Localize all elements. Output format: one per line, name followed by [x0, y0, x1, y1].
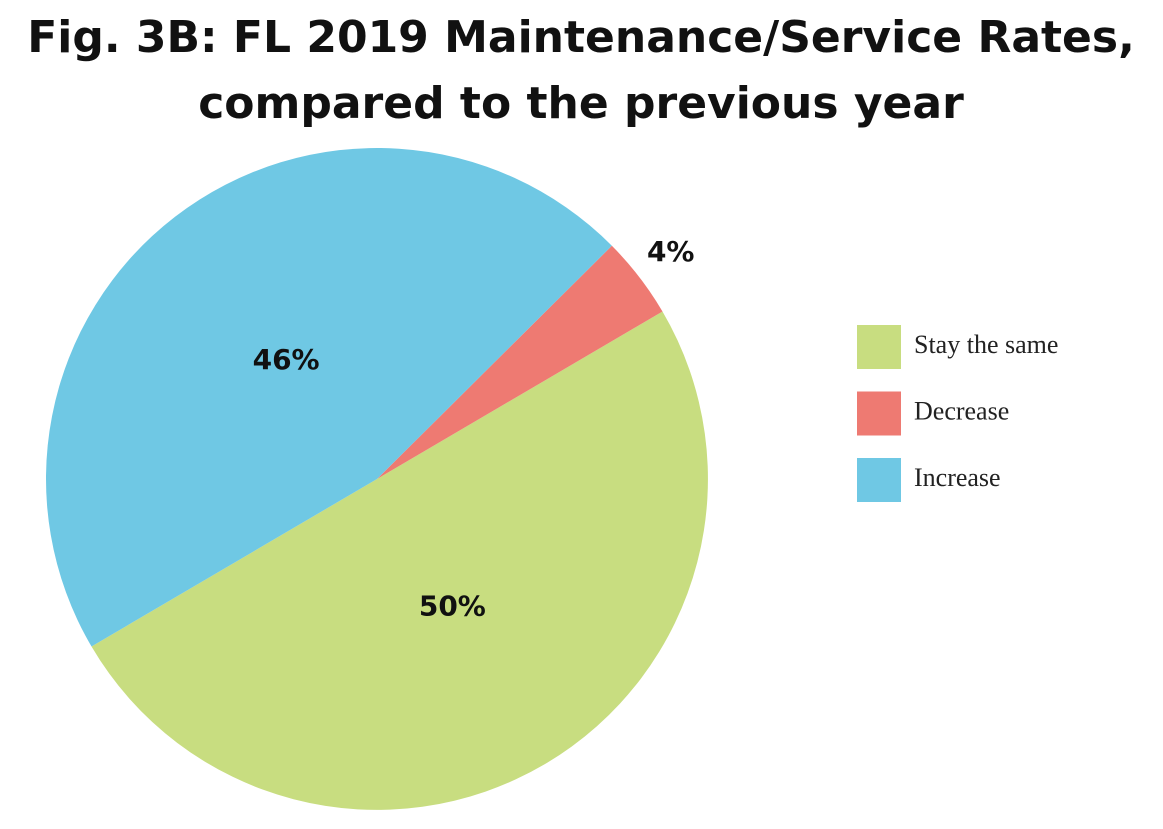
value-label: 4% — [647, 235, 695, 268]
value-label: 46% — [253, 343, 320, 376]
legend-label: Stay the same — [914, 330, 1058, 359]
pie-slice — [45, 147, 612, 647]
legend-swatch — [857, 325, 901, 369]
value-label: 50% — [419, 589, 486, 622]
pie-slice — [377, 245, 663, 479]
pie-slice — [91, 311, 708, 810]
chart-title: Fig. 3B: FL 2019 Maintenance/Service Rat… — [27, 12, 1135, 63]
legend-swatch — [857, 458, 901, 502]
legend-label: Decrease — [914, 396, 1009, 425]
legend-label: Increase — [914, 463, 1001, 492]
legend-swatch — [857, 391, 901, 436]
chart-title: compared to the previous year — [198, 78, 964, 129]
